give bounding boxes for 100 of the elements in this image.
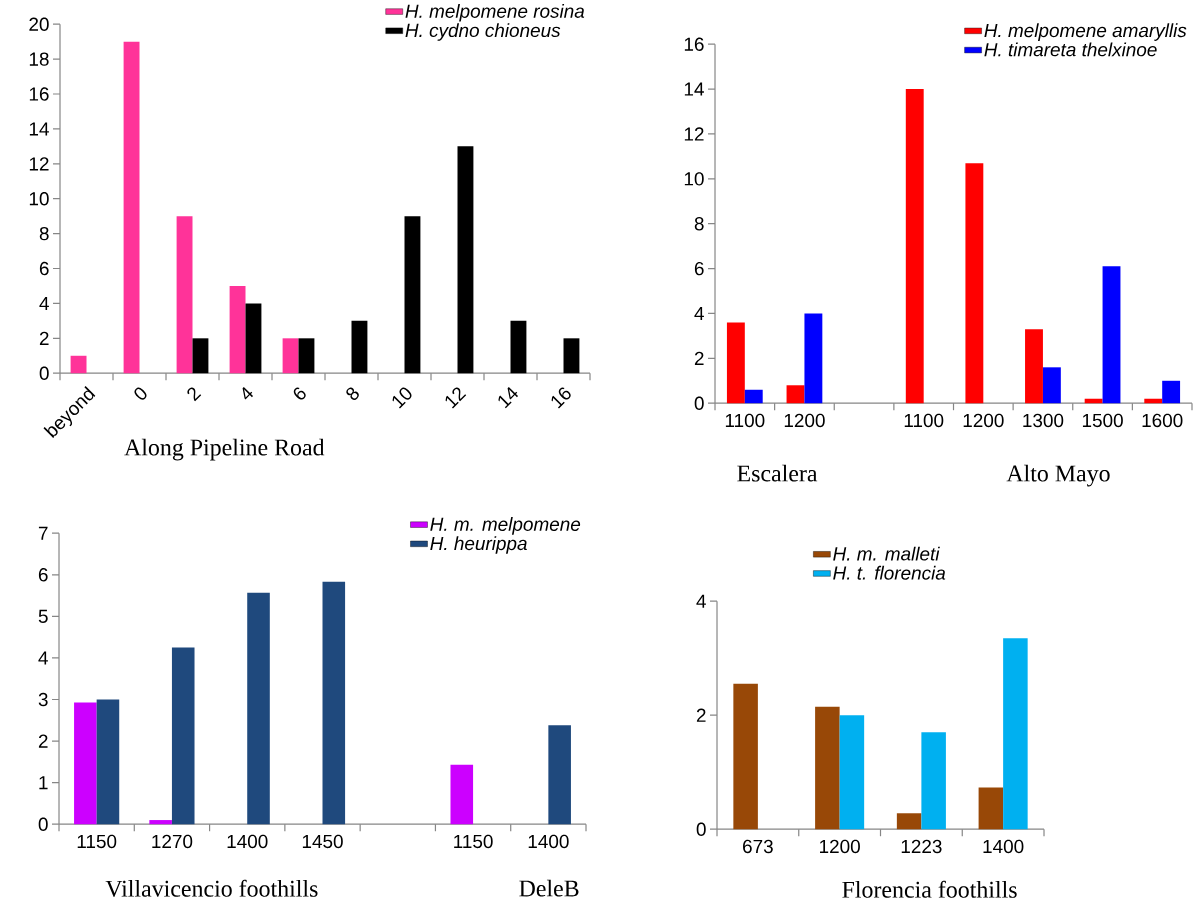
x-tick-label: 0 [134, 387, 147, 400]
bar [245, 303, 262, 374]
x-tick-label: 1400 [227, 834, 268, 849]
x-tick-label: 1100 [904, 413, 944, 428]
bar [786, 385, 805, 404]
y-tick-label: 2 [39, 331, 49, 345]
x-tick-label: 1500 [1082, 413, 1123, 428]
bar [1003, 638, 1028, 830]
x-tick-label: 673 [743, 839, 773, 854]
bar [123, 41, 140, 374]
text: DeleB [519, 879, 579, 897]
bar [171, 647, 195, 825]
y-tick-label: 16 [684, 37, 704, 51]
bar [733, 683, 758, 830]
x-tick-label: 1450 [302, 834, 343, 849]
y-tick-label: 4 [39, 296, 49, 310]
bar [965, 163, 984, 404]
x-tick-label: 10 [392, 387, 412, 409]
bar [1102, 266, 1121, 404]
bar [744, 389, 763, 404]
bar [70, 355, 87, 374]
x-tick-label: 1150 [454, 834, 493, 849]
x-tick-label: 1100 [725, 413, 765, 428]
legend-label: H. cydno chioneus [405, 23, 561, 41]
y-tick-label: 4 [696, 594, 706, 608]
x-axis-title: Villavicencio foothills [105, 879, 318, 897]
bar [96, 699, 120, 825]
y-tick-label: 0 [696, 822, 706, 836]
bar [457, 146, 474, 374]
y-tick-label: 5 [38, 609, 48, 623]
bar [726, 322, 745, 404]
bar [192, 338, 209, 374]
y-tick-label: 10 [684, 172, 704, 186]
y-tick-label: 8 [39, 226, 49, 241]
bar [563, 338, 580, 374]
y-tick-label: 8 [694, 216, 704, 231]
legend-label: H. m. malleti [833, 546, 940, 561]
x-tick-label: 6 [293, 387, 306, 400]
y-tick-label: 12 [29, 157, 49, 171]
bar [1162, 380, 1181, 404]
y-tick-label: 0 [38, 817, 48, 831]
bar [548, 725, 571, 825]
y-tick-label: 16 [29, 87, 49, 101]
bar [149, 819, 172, 825]
x-axis-title: Along Pipeline Road [124, 438, 325, 461]
x-tick-label: 1200 [820, 839, 860, 854]
y-tick-label: 6 [39, 261, 49, 276]
bar [282, 338, 299, 374]
x-tick-label: 1223 [901, 839, 942, 854]
bar [247, 592, 270, 825]
x-tick-label: 1300 [1023, 413, 1064, 428]
x-tick-label: 12 [445, 387, 467, 409]
y-tick-label: 3 [38, 692, 48, 707]
x-axis-title: Escalera [737, 464, 818, 482]
y-tick-label: 14 [684, 82, 704, 96]
bar [176, 216, 193, 374]
x-tick-label: 1600 [1142, 413, 1183, 428]
legend-label: H. timareta thelxinoe [984, 42, 1157, 57]
bar [298, 338, 315, 374]
y-tick-label: 6 [38, 567, 48, 582]
bar [905, 88, 924, 404]
x-tick-label: 4 [242, 386, 254, 400]
y-tick-label: 2 [38, 734, 48, 748]
y-tick-label: 12 [684, 127, 704, 141]
x-tick-label: 1270 [152, 834, 193, 849]
y-tick-label: 6 [694, 261, 704, 276]
y-tick-label: 2 [696, 708, 706, 722]
y-tick-label: 18 [29, 52, 49, 66]
legend-label: H. m. melpomene [430, 516, 581, 535]
y-tick-label: 2 [694, 351, 704, 365]
x-tick-label: 16 [551, 387, 571, 409]
y-tick-label: 10 [29, 191, 49, 206]
x-tick-label: 1400 [528, 834, 569, 849]
y-tick-label: 20 [29, 17, 49, 31]
x-tick-label: 1200 [963, 413, 1004, 428]
y-tick-label: 4 [38, 651, 48, 665]
x-tick-label: 1150 [77, 834, 117, 849]
bar [510, 320, 527, 374]
x-tick-label: 14 [498, 386, 519, 409]
legend-label: H. t. florencia [833, 565, 946, 580]
bar [896, 813, 922, 830]
bar [1144, 398, 1163, 404]
text: Alto Mayo [1006, 464, 1110, 487]
bar [404, 216, 421, 374]
x-tick-label: 1200 [784, 413, 825, 428]
bar [74, 702, 97, 825]
x-tick-label: 2 [187, 387, 202, 402]
y-tick-label: 0 [39, 366, 49, 380]
y-tick-label: 1 [39, 776, 48, 790]
y-tick-label: 14 [29, 122, 49, 136]
bar [1084, 398, 1103, 404]
y-tick-label: 4 [694, 306, 704, 320]
bar [978, 787, 1004, 830]
bar [921, 732, 946, 830]
bar [1025, 329, 1043, 404]
bar [450, 764, 474, 825]
y-tick-label: 7 [38, 526, 48, 540]
x-tick-label: 1400 [983, 839, 1024, 854]
bar [839, 715, 865, 830]
legend-label: H. heurippa [430, 536, 527, 554]
